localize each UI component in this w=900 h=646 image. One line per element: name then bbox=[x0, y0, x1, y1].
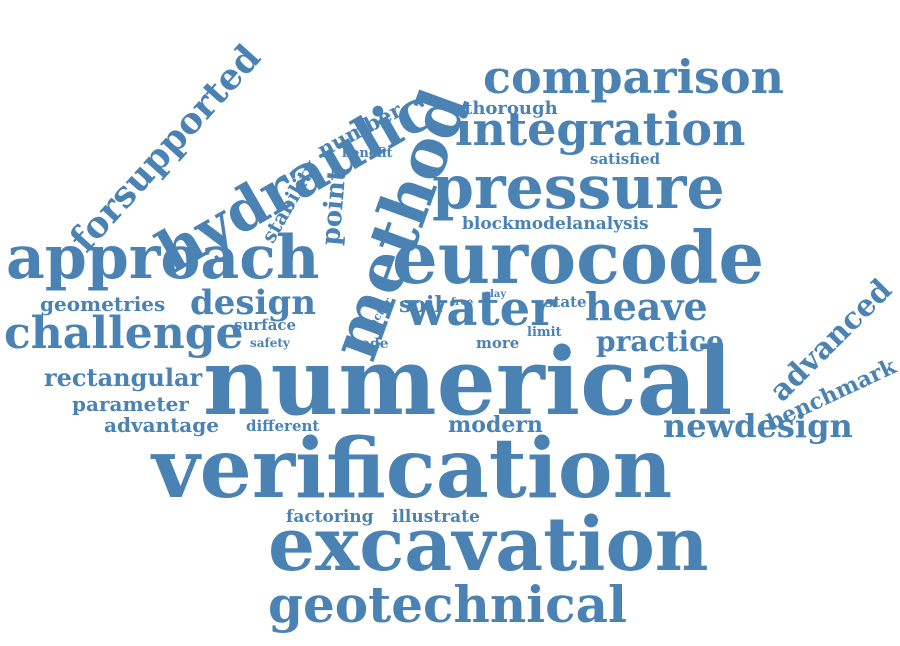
word-blockmodelanalysis: blockmodelanalysis bbox=[462, 214, 649, 234]
word-free: free bbox=[451, 297, 474, 308]
word-satisfied: satisfied bbox=[590, 150, 661, 168]
word-newdesign: newdesign bbox=[663, 407, 853, 445]
word-integration: integration bbox=[455, 102, 746, 156]
word-numerical: numerical bbox=[203, 327, 733, 436]
word-thorough: thorough bbox=[464, 98, 558, 119]
word-limit: limit bbox=[527, 325, 562, 340]
word-advantage: advantage bbox=[104, 413, 219, 437]
word-comparison: comparison bbox=[483, 50, 785, 104]
word-modern: modern bbox=[448, 412, 543, 438]
word-point: point bbox=[316, 167, 353, 247]
word-approach: approach bbox=[6, 223, 320, 293]
word-challenge: challenge bbox=[4, 308, 244, 359]
word-practice: practice bbox=[596, 325, 724, 358]
word-water: water bbox=[405, 281, 556, 337]
word-code: code bbox=[352, 336, 389, 352]
word-pressure: pressure bbox=[432, 153, 725, 223]
word-different: different bbox=[246, 417, 320, 435]
word-parameter: parameter bbox=[72, 392, 189, 416]
word-design: design bbox=[190, 283, 316, 323]
word-geotechnical: geotechnical bbox=[268, 575, 628, 634]
word-geometries: geometries bbox=[40, 292, 166, 316]
word-state: state bbox=[545, 293, 587, 311]
word-rectangular: rectangular bbox=[44, 363, 203, 392]
word-eurocode: eurocode bbox=[392, 215, 765, 300]
word-verification: verification bbox=[152, 421, 673, 517]
word-more: more bbox=[476, 334, 520, 352]
word-factoring: factoring bbox=[286, 507, 374, 527]
word-illustrate: illustrate bbox=[392, 507, 480, 527]
word-excavation: excavation bbox=[268, 502, 709, 588]
word-heave: heave bbox=[585, 284, 708, 329]
word-benefit: benefit bbox=[342, 146, 393, 161]
word-clay: clay bbox=[484, 289, 507, 300]
word-soil: soil bbox=[399, 292, 443, 318]
word-safety: safety bbox=[250, 336, 290, 350]
word-surface: surface bbox=[234, 316, 297, 334]
